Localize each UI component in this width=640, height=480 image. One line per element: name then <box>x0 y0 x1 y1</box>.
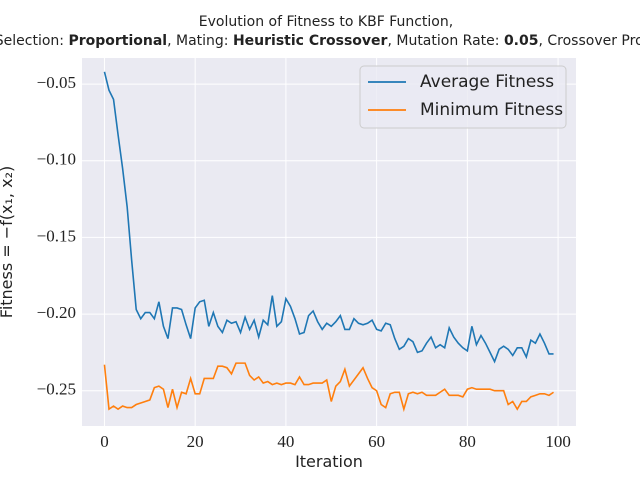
x-axis-label: Iteration <box>295 452 363 471</box>
chart-subtitle: Selection: Proportional, Mating: Heurist… <box>0 33 640 49</box>
legend-label: Average Fitness <box>420 72 554 92</box>
subtitle-part: , Crossover Prob: <box>538 33 640 49</box>
subtitle-part: , Mutation Rate: <box>387 33 503 49</box>
x-tick-label: 60 <box>368 432 385 451</box>
y-tick-label: −0.25 <box>37 380 76 399</box>
x-tick-label: 20 <box>187 432 204 451</box>
subtitle-part: Selection: <box>0 33 68 49</box>
y-tick-label: −0.20 <box>37 303 76 322</box>
data-line <box>103 362 554 413</box>
chart-title: Evolution of Fitness to KBF Function, <box>199 14 453 30</box>
y-axis-label: Fitness = −f(x₁, x₂) <box>0 166 16 318</box>
legend-box <box>359 65 567 129</box>
subtitle-part: 0.05 <box>504 33 539 49</box>
y-tick-label: −0.05 <box>37 73 76 92</box>
subtitle-part: Proportional <box>68 33 167 49</box>
data-line <box>103 71 554 364</box>
x-tick-label: 40 <box>277 432 294 451</box>
x-tick-label: 0 <box>100 432 109 451</box>
x-tick-label: 100 <box>545 432 571 451</box>
x-tick-label: 80 <box>459 432 476 451</box>
subtitle-part: , Mating: <box>167 33 233 49</box>
y-tick-label: −0.15 <box>37 226 76 245</box>
subtitle-part: Heuristic Crossover <box>233 33 388 49</box>
y-tick-label: −0.10 <box>37 150 76 169</box>
legend-label: Minimum Fitness <box>420 100 563 120</box>
